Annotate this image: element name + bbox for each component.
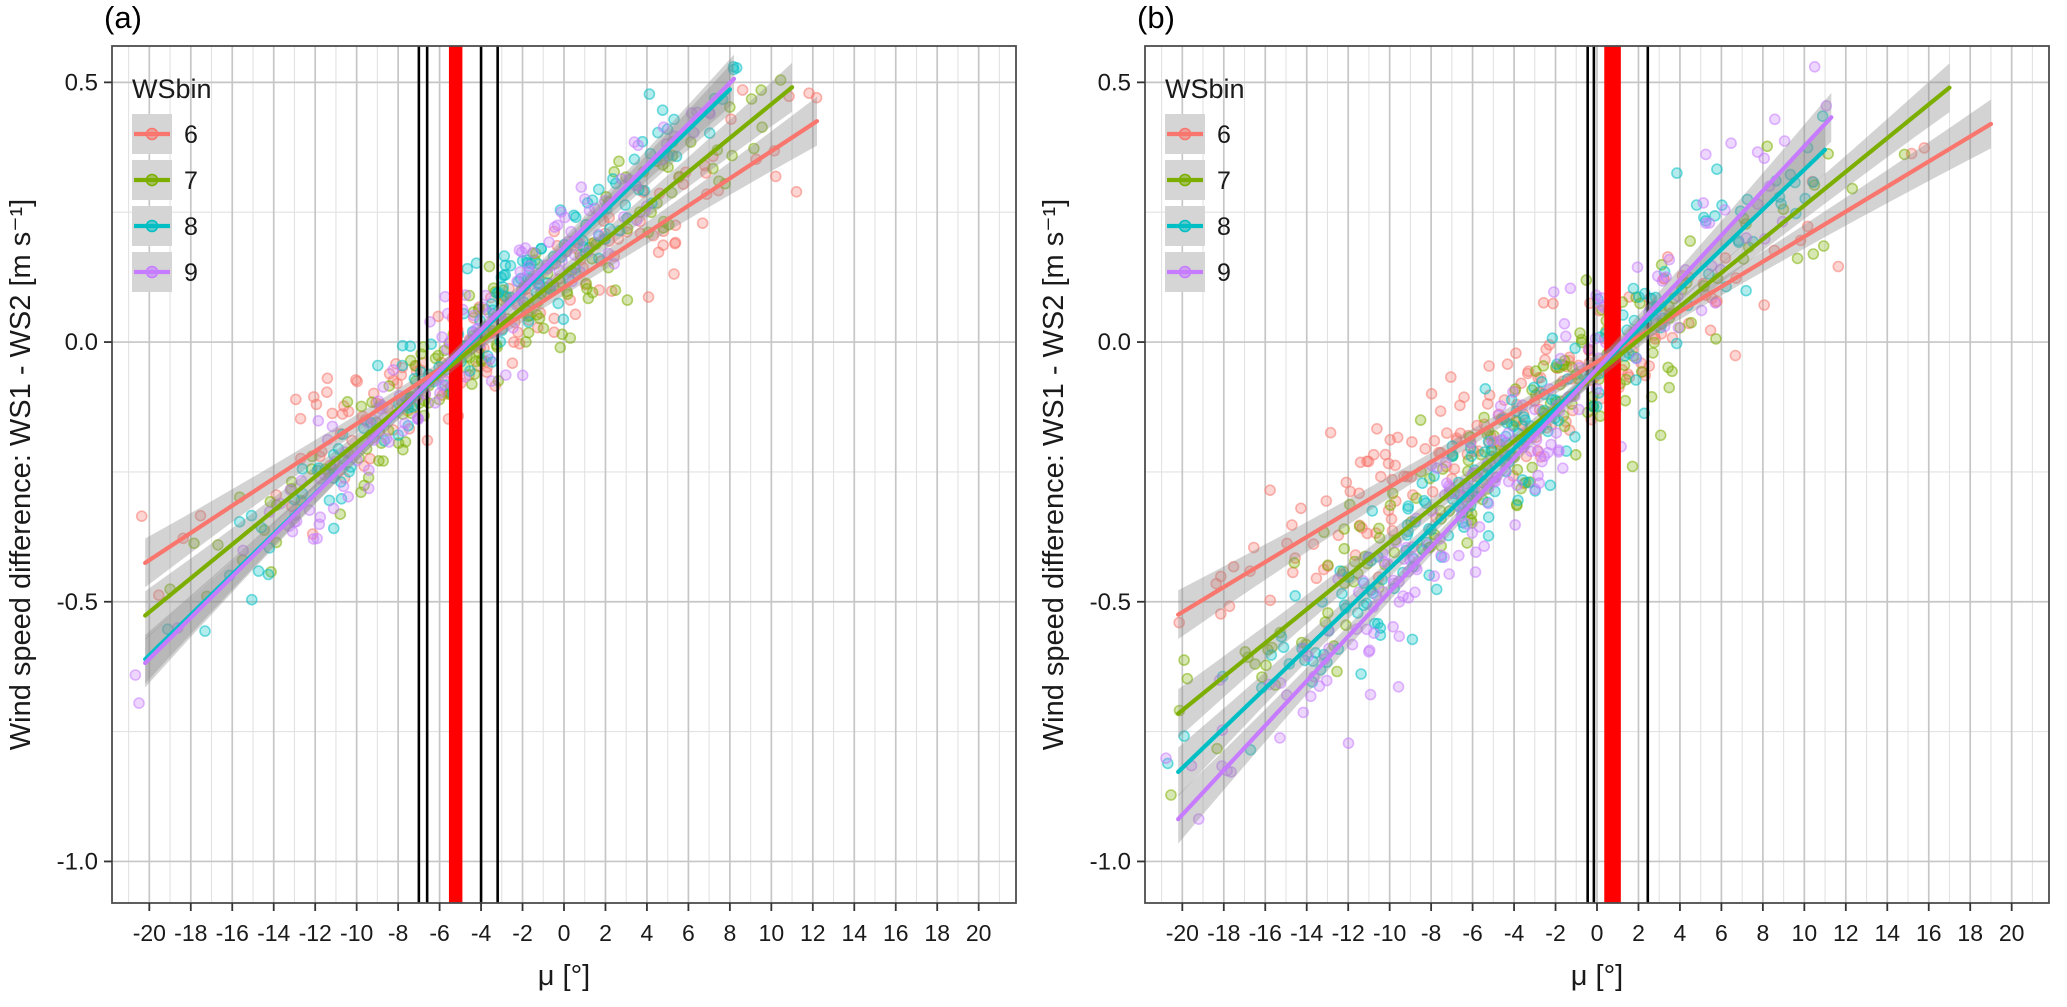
vertical-annotations <box>417 46 499 903</box>
panel-b-chart: -20 -18 -16 -14 -12 -10 -8 -6 -4 -2 0 2 4 6 8 10 12 14 16 1… <box>1038 45 2050 992</box>
svg-text:-8: -8 <box>388 920 408 946</box>
svg-text:2: 2 <box>599 920 612 946</box>
legend-title: WSbin <box>132 74 212 104</box>
svg-text:16: 16 <box>1916 920 1942 946</box>
svg-text:-18: -18 <box>174 920 207 946</box>
svg-text:-20: -20 <box>133 920 166 946</box>
legend-label: 7 <box>184 167 198 195</box>
svg-text:8: 8 <box>1756 920 1769 946</box>
panel-b-tag: (b) <box>1137 0 1175 35</box>
svg-text:-4: -4 <box>1504 920 1525 946</box>
svg-text:-4: -4 <box>471 920 492 946</box>
svg-text:-6: -6 <box>1462 920 1482 946</box>
svg-text:0.0: 0.0 <box>1098 329 1131 356</box>
svg-text:-14: -14 <box>257 920 290 946</box>
svg-text:18: 18 <box>924 920 950 946</box>
regression-lines <box>143 76 820 666</box>
svg-text:-2: -2 <box>512 920 532 946</box>
svg-text:-8: -8 <box>1421 920 1441 946</box>
legend-label: 6 <box>1217 121 1231 149</box>
svg-text:-16: -16 <box>1249 920 1282 946</box>
svg-text:4: 4 <box>641 920 654 946</box>
svg-text:20: 20 <box>1999 920 2025 946</box>
svg-text:18: 18 <box>1957 920 1983 946</box>
legend-title: WSbin <box>1165 74 1245 104</box>
vertical-annotations <box>1586 46 1650 903</box>
svg-text:-18: -18 <box>1207 920 1240 946</box>
panel-a-chart: -20 -18 -16 -14 -12 -10 -8 -6 -4 -2 0 2 4 6 8 10 12 14 16 1… <box>5 45 1017 992</box>
legend-label: 8 <box>1217 213 1231 241</box>
svg-text:12: 12 <box>1833 920 1859 946</box>
svg-text:20: 20 <box>966 920 992 946</box>
svg-text:10: 10 <box>1792 920 1818 946</box>
scatter-points <box>1160 61 1931 825</box>
panel-a-tag: (a) <box>104 0 142 35</box>
svg-text:-10: -10 <box>1373 920 1406 946</box>
svg-text:14: 14 <box>841 920 867 946</box>
legend: WSbin 6 7 8 9 <box>132 74 212 292</box>
svg-text:6: 6 <box>682 920 695 946</box>
svg-text:0: 0 <box>558 920 571 946</box>
svg-text:16: 16 <box>883 920 909 946</box>
panel-b: (b) -20 -18 -16 -14 -12 -10 -8 -6 -4 -2 0 2 4 6 8 10 12 1… <box>1033 0 2066 1007</box>
legend: WSbin 6 7 8 9 <box>1165 74 1245 292</box>
legend-label: 7 <box>1217 167 1231 195</box>
legend-label: 6 <box>184 121 198 149</box>
panel-a: (a) -20 -18 -16 -14 -12 -10 -8 -6 -4 -2 0 2 4 6 8 10 12 1… <box>0 0 1033 1007</box>
svg-text:10: 10 <box>759 920 785 946</box>
svg-text:14: 14 <box>1874 920 1900 946</box>
regression-lines <box>1176 85 1994 822</box>
svg-text:4: 4 <box>1674 920 1687 946</box>
svg-text:8: 8 <box>723 920 736 946</box>
svg-text:-2: -2 <box>1545 920 1565 946</box>
svg-text:12: 12 <box>800 920 826 946</box>
svg-text:-1.0: -1.0 <box>1090 848 1131 875</box>
svg-text:0: 0 <box>1591 920 1604 946</box>
svg-text:0.0: 0.0 <box>65 329 98 356</box>
axes: -20 -18 -16 -14 -12 -10 -8 -6 -4 -2 0 2 4 6 8 10 12 14 16 1… <box>5 69 991 992</box>
red-band <box>448 46 463 903</box>
legend-label: 9 <box>184 259 198 287</box>
red-band <box>1604 46 1621 903</box>
svg-text:-12: -12 <box>299 920 332 946</box>
legend-label: 8 <box>184 213 198 241</box>
svg-text:-12: -12 <box>1332 920 1365 946</box>
svg-text:-16: -16 <box>216 920 249 946</box>
x-axis-label: μ [°] <box>538 960 590 992</box>
svg-text:0.5: 0.5 <box>65 69 98 96</box>
svg-text:-0.5: -0.5 <box>1090 589 1131 616</box>
svg-text:2: 2 <box>1632 920 1645 946</box>
svg-text:-6: -6 <box>429 920 449 946</box>
gridlines <box>1145 46 2049 903</box>
y-axis-label: Wind speed difference: WS1 - WS2 [m s⁻¹] <box>1038 199 1070 750</box>
svg-text:-14: -14 <box>1290 920 1323 946</box>
svg-text:-10: -10 <box>340 920 373 946</box>
svg-text:0.5: 0.5 <box>1098 69 1131 96</box>
svg-text:-0.5: -0.5 <box>57 589 98 616</box>
y-axis-label: Wind speed difference: WS1 - WS2 [m s⁻¹] <box>5 199 37 750</box>
svg-text:-20: -20 <box>1166 920 1199 946</box>
svg-text:6: 6 <box>1715 920 1728 946</box>
axes: -20 -18 -16 -14 -12 -10 -8 -6 -4 -2 0 2 4 6 8 10 12 14 16 1… <box>1038 69 2024 992</box>
legend-label: 9 <box>1217 259 1231 287</box>
x-axis-label: μ [°] <box>1571 960 1623 992</box>
svg-text:-1.0: -1.0 <box>57 848 98 875</box>
